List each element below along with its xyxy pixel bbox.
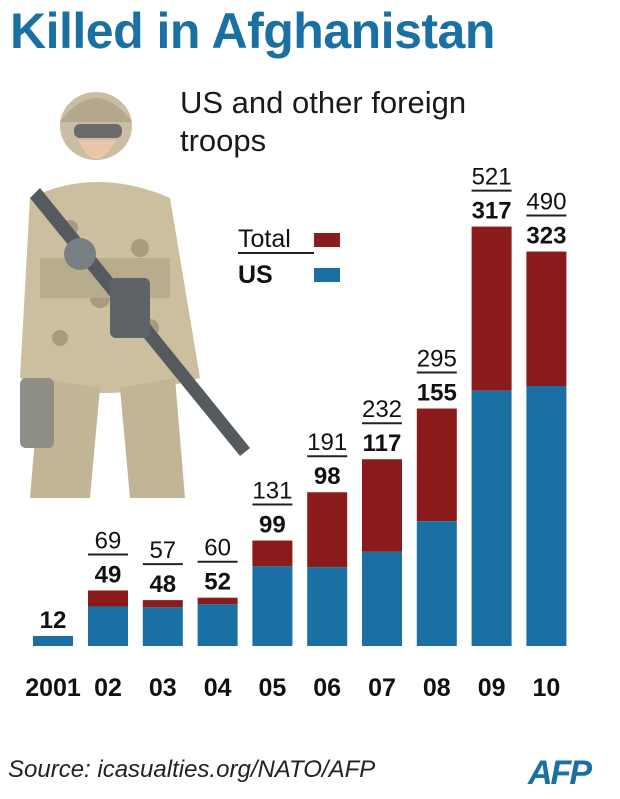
- bar-us-09: [471, 390, 512, 646]
- legend-us: US: [238, 262, 340, 288]
- bar-other-03: [142, 600, 183, 608]
- x-tick-label-2001: 2001: [25, 674, 81, 702]
- total-value-label-08: 295: [417, 346, 457, 373]
- us-value-label-10: 323: [526, 223, 566, 250]
- total-value-label-10: 490: [526, 189, 566, 216]
- afp-logo: AFP: [528, 754, 592, 792]
- legend-total-swatch: [314, 233, 340, 247]
- total-value-label-03: 57: [149, 537, 176, 564]
- legend-total-label: Total: [238, 226, 314, 254]
- bar-us-06: [307, 567, 348, 646]
- total-value-label-06: 191: [307, 429, 347, 456]
- x-tick-label-06: 06: [313, 674, 341, 702]
- bar-us-07: [362, 551, 402, 646]
- us-value-label-2001: 12: [40, 607, 67, 634]
- total-value-label-02: 69: [95, 527, 122, 554]
- us-value-label-07: 117: [363, 430, 402, 457]
- total-value-label-04: 60: [204, 535, 231, 562]
- total-value-label-05: 131: [252, 478, 292, 505]
- x-tick-label-09: 09: [478, 674, 506, 702]
- total-value-label-07: 232: [362, 396, 402, 423]
- us-value-label-02: 49: [95, 561, 122, 588]
- bar-other-07: [362, 459, 402, 552]
- bar-other-06: [307, 492, 348, 568]
- chart-subtitle: US and other foreign troops: [180, 85, 467, 158]
- x-tick-label-10: 10: [532, 674, 560, 702]
- x-tick-label-04: 04: [204, 674, 232, 702]
- bar-other-05: [252, 540, 293, 567]
- us-value-label-06: 98: [314, 463, 341, 490]
- chart-title: Killed in Afghanistan: [10, 3, 495, 59]
- x-tick-label-02: 02: [94, 674, 122, 702]
- bar-us-02: [88, 606, 128, 646]
- legend-total: Total: [238, 226, 340, 254]
- legend-us-swatch: [314, 268, 340, 282]
- x-tick-label-07: 07: [368, 674, 396, 702]
- x-tick-label-05: 05: [258, 674, 286, 702]
- us-value-label-05: 99: [259, 512, 286, 539]
- source-note: Source: icasualties.org/NATO/AFP: [8, 756, 376, 783]
- bar-other-02: [88, 590, 128, 607]
- legend-us-label: US: [238, 261, 273, 289]
- us-value-label-09: 317: [472, 198, 512, 225]
- total-value-label-09: 521: [472, 164, 512, 191]
- soldier-illustration: [20, 92, 250, 498]
- bar-us-03: [142, 607, 183, 646]
- bar-other-08: [416, 408, 457, 522]
- bar-other-04: [197, 597, 238, 605]
- bar-other-09: [471, 226, 512, 391]
- us-value-label-04: 52: [204, 569, 231, 596]
- x-tick-label-08: 08: [423, 674, 451, 702]
- us-value-label-08: 155: [417, 380, 457, 407]
- bar-us-04: [197, 604, 238, 646]
- stacked-bar-chart: 12 2001 49 69 02 48 57 03 52 60 04 99 131 05 98 191 06 11…: [25, 164, 567, 702]
- us-value-label-03: 48: [149, 571, 176, 598]
- bar-us-2001: [33, 636, 73, 646]
- bar-us-05: [252, 566, 293, 646]
- bar-us-10: [526, 385, 567, 646]
- bar-other-10: [526, 251, 567, 386]
- x-tick-label-03: 03: [149, 674, 177, 702]
- bar-us-08: [416, 521, 457, 646]
